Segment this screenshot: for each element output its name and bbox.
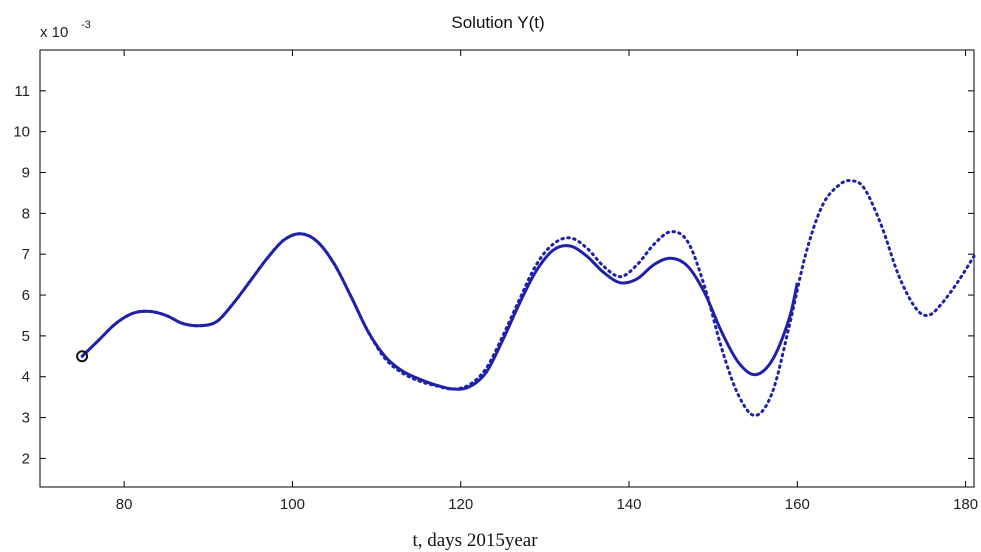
y-tick-label: 5	[22, 328, 30, 345]
y-scale-exponent: -3	[81, 19, 91, 31]
y-tick-label: 10	[13, 124, 30, 141]
y-scale-factor: x 10 -3	[40, 19, 91, 41]
start-point-marker	[76, 350, 89, 363]
y-tick-label: 9	[22, 165, 30, 182]
x-tick-label: 120	[448, 496, 473, 513]
x-tick-label: 140	[616, 496, 641, 513]
y-tick-label: 7	[22, 246, 30, 263]
x-axis-label: t, days 2015year	[412, 530, 538, 551]
plot-area-frame	[39, 49, 975, 488]
x-axis: 80 100 120 140 160 180	[116, 50, 978, 513]
x-tick-label: 100	[280, 496, 305, 513]
x-tick-label: 180	[953, 496, 978, 513]
y-tick-label: 4	[22, 369, 30, 386]
series-line-solid	[81, 232, 799, 391]
y-tick-label: 11	[14, 83, 30, 100]
y-tick-label: 8	[22, 205, 30, 222]
series-line-dotted	[80, 178, 976, 417]
y-scale-prefix: x 10	[40, 24, 68, 41]
chart-title: Solution Y(t)	[451, 13, 544, 32]
y-axis: 2 3 4 5 6 7 8 9 10 11	[13, 83, 974, 467]
series-layer	[76, 178, 976, 417]
y-tick-label: 6	[22, 287, 30, 304]
x-tick-label: 160	[785, 496, 810, 513]
y-tick-label: 3	[22, 410, 30, 427]
y-tick-label: 2	[22, 450, 30, 467]
x-tick-label: 80	[116, 496, 133, 513]
